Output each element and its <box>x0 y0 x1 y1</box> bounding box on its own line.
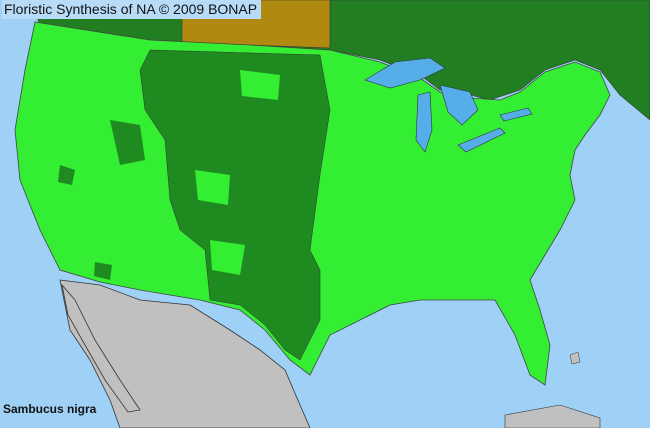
light-patch-newmexico <box>210 240 245 275</box>
light-patch-dakotas <box>240 70 280 100</box>
nevada-patch <box>58 165 75 185</box>
baja-california <box>61 283 141 413</box>
light-patch-colorado <box>195 170 230 205</box>
lake-ontario <box>499 107 533 122</box>
bahamas <box>569 351 581 365</box>
lake-huron <box>439 84 479 126</box>
lake-superior <box>364 57 446 89</box>
lake-erie <box>457 127 506 153</box>
cuba <box>504 404 601 428</box>
plains-present-region <box>139 49 331 361</box>
great-basin-patch <box>110 120 145 165</box>
map-title: Floristic Synthesis of NA © 2009 BONAP <box>2 0 262 19</box>
arizona-patch <box>94 262 112 280</box>
species-label: Sambucus nigra <box>3 402 97 416</box>
lake-michigan <box>415 91 433 153</box>
